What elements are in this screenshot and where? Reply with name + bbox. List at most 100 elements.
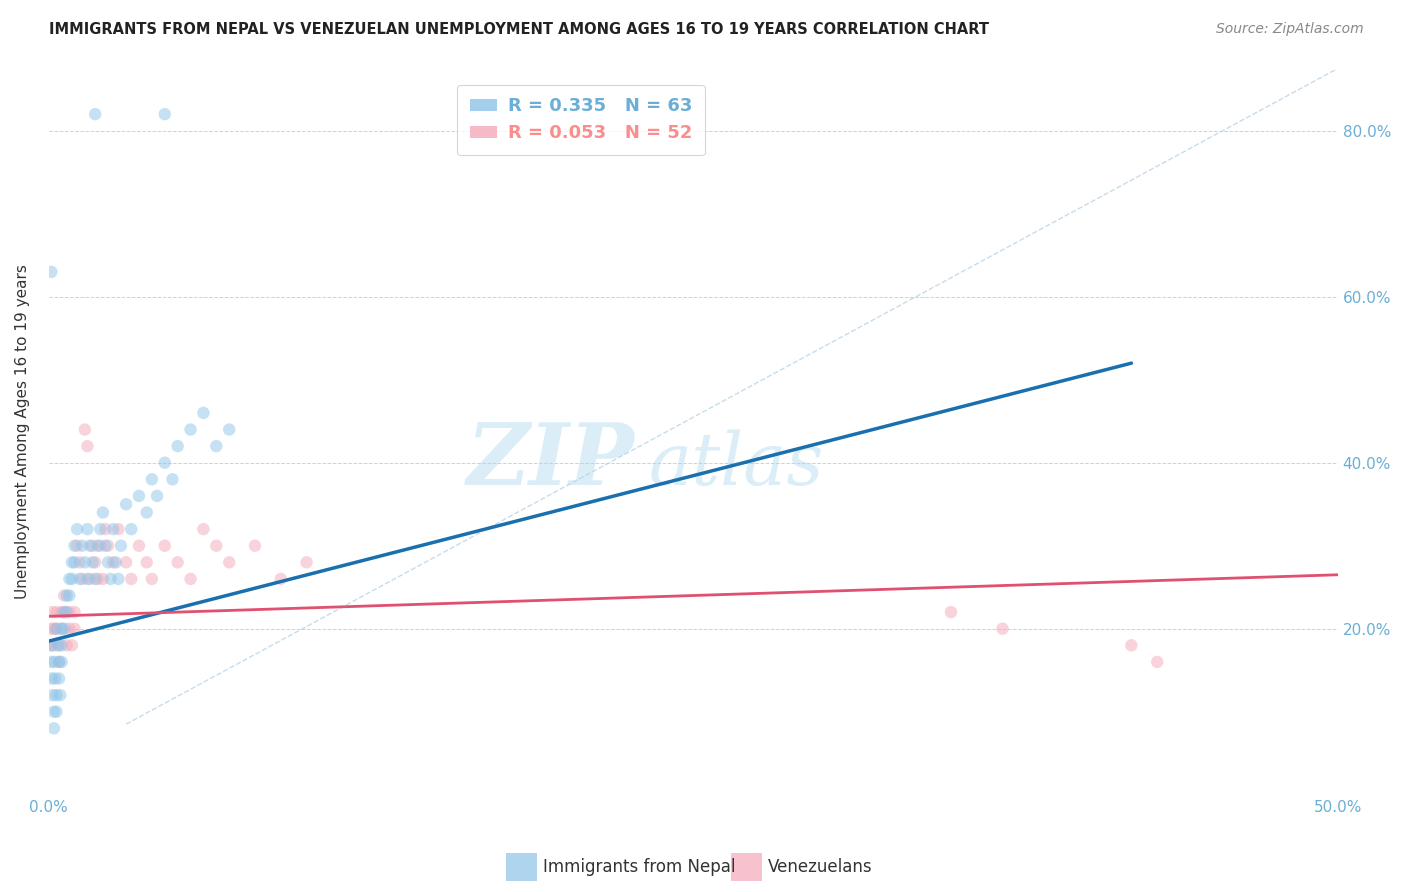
- Point: [94, 522, 117, 536]
- Point: [58, 572, 80, 586]
- Point: [115, 555, 138, 569]
- Point: [128, 539, 150, 553]
- Point: [51, 622, 73, 636]
- Point: [39, 638, 62, 652]
- Point: [53, 605, 76, 619]
- Point: [270, 572, 292, 586]
- Point: [44, 672, 66, 686]
- Point: [193, 522, 215, 536]
- Point: [41, 688, 63, 702]
- Point: [89, 539, 111, 553]
- Point: [1121, 638, 1143, 652]
- Point: [193, 406, 215, 420]
- Point: [45, 622, 67, 636]
- Point: [63, 622, 86, 636]
- Point: [87, 572, 110, 586]
- Point: [73, 555, 96, 569]
- Text: atlas: atlas: [648, 429, 824, 500]
- Point: [42, 705, 65, 719]
- Point: [141, 572, 163, 586]
- Point: [63, 605, 86, 619]
- Point: [295, 555, 318, 569]
- Point: [58, 589, 80, 603]
- Point: [48, 655, 70, 669]
- Point: [89, 522, 111, 536]
- Point: [180, 572, 202, 586]
- Point: [60, 638, 83, 652]
- Legend: R = 0.335   N = 63, R = 0.053   N = 52: R = 0.335 N = 63, R = 0.053 N = 52: [457, 85, 704, 155]
- Point: [42, 721, 65, 735]
- Point: [120, 572, 142, 586]
- Point: [56, 605, 79, 619]
- Point: [218, 423, 240, 437]
- Point: [218, 555, 240, 569]
- Point: [87, 539, 110, 553]
- Text: Venezuelans: Venezuelans: [768, 858, 872, 876]
- Point: [97, 555, 120, 569]
- Point: [69, 572, 91, 586]
- Point: [45, 705, 67, 719]
- Point: [146, 489, 169, 503]
- Point: [110, 539, 132, 553]
- Point: [91, 572, 114, 586]
- Point: [72, 572, 94, 586]
- Point: [141, 472, 163, 486]
- Point: [128, 489, 150, 503]
- Point: [42, 622, 65, 636]
- Point: [41, 622, 63, 636]
- Point: [45, 622, 67, 636]
- Point: [120, 522, 142, 536]
- Point: [100, 572, 122, 586]
- Point: [94, 539, 117, 553]
- Point: [76, 439, 98, 453]
- Point: [153, 456, 176, 470]
- Point: [107, 572, 129, 586]
- Point: [84, 107, 107, 121]
- Point: [53, 622, 76, 636]
- Point: [41, 265, 63, 279]
- Point: [97, 539, 120, 553]
- Point: [60, 555, 83, 569]
- Point: [63, 539, 86, 553]
- Point: [166, 555, 188, 569]
- Point: [63, 555, 86, 569]
- Point: [41, 655, 63, 669]
- Point: [51, 605, 73, 619]
- Point: [76, 522, 98, 536]
- Point: [53, 605, 76, 619]
- Text: IMMIGRANTS FROM NEPAL VS VENEZUELAN UNEMPLOYMENT AMONG AGES 16 TO 19 YEARS CORRE: IMMIGRANTS FROM NEPAL VS VENEZUELAN UNEM…: [49, 22, 990, 37]
- Point: [166, 439, 188, 453]
- Point: [243, 539, 266, 553]
- Point: [180, 423, 202, 437]
- Point: [48, 672, 70, 686]
- Point: [205, 439, 228, 453]
- Point: [72, 539, 94, 553]
- Point: [84, 572, 107, 586]
- Point: [84, 555, 107, 569]
- Point: [153, 107, 176, 121]
- Point: [135, 506, 157, 520]
- Point: [79, 572, 101, 586]
- Point: [41, 605, 63, 619]
- Point: [51, 655, 73, 669]
- Point: [82, 555, 104, 569]
- Point: [115, 497, 138, 511]
- Point: [66, 522, 89, 536]
- Point: [104, 555, 127, 569]
- Point: [46, 638, 69, 652]
- Point: [48, 655, 70, 669]
- Point: [79, 539, 101, 553]
- Point: [58, 622, 80, 636]
- Point: [45, 605, 67, 619]
- Point: [41, 672, 63, 686]
- Point: [45, 688, 67, 702]
- Point: [56, 589, 79, 603]
- Point: [153, 539, 176, 553]
- Point: [939, 605, 962, 619]
- Point: [91, 506, 114, 520]
- Point: [135, 555, 157, 569]
- Point: [56, 638, 79, 652]
- Point: [1146, 655, 1168, 669]
- Point: [991, 622, 1014, 636]
- Point: [76, 572, 98, 586]
